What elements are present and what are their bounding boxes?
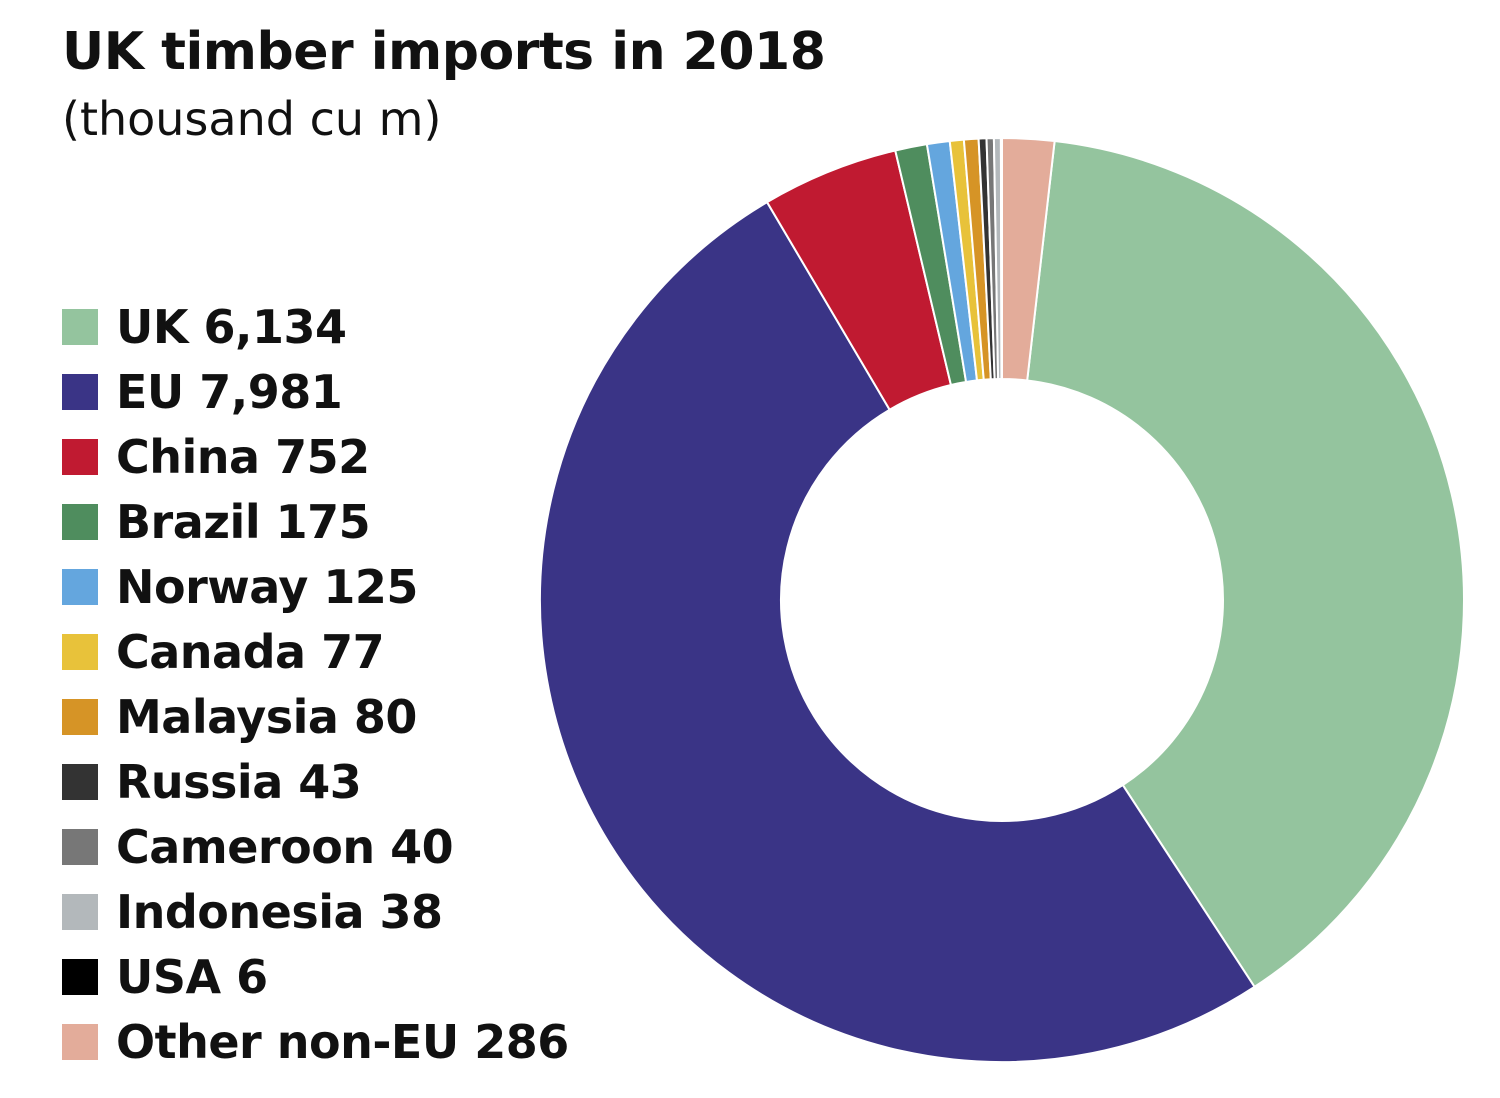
legend-swatch (62, 893, 98, 930)
legend-item: Cameroon 40 (62, 814, 569, 879)
legend-label: China 752 (116, 429, 370, 484)
legend-item: Russia 43 (62, 749, 569, 814)
legend-label: Norway 125 (116, 559, 418, 614)
legend-item: Malaysia 80 (62, 684, 569, 749)
legend-swatch (62, 1023, 98, 1060)
legend-label: Russia 43 (116, 754, 362, 809)
legend-swatch (62, 373, 98, 410)
legend-item: EU 7,981 (62, 359, 569, 424)
slice-uk (1026, 139, 1465, 989)
legend-item: USA 6 (62, 944, 569, 1009)
legend-item: Canada 77 (62, 619, 569, 684)
chart-title: UK timber imports in 2018 (62, 22, 826, 82)
chart-subtitle: (thousand cu m) (62, 92, 442, 146)
legend-label: Indonesia 38 (116, 884, 443, 939)
legend-label: Canada 77 (116, 624, 385, 679)
legend-swatch (62, 763, 98, 800)
legend-swatch (62, 503, 98, 540)
legend-label: Brazil 175 (116, 494, 371, 549)
legend-label: EU 7,981 (116, 364, 343, 419)
legend-swatch (62, 828, 98, 865)
legend-item: Other non-EU 286 (62, 1009, 569, 1074)
slice-other-non-eu (1001, 136, 1056, 382)
legend-label: Malaysia 80 (116, 689, 417, 744)
legend-item: UK 6,134 (62, 294, 569, 359)
legend-swatch (62, 958, 98, 995)
legend-swatch (62, 438, 98, 475)
legend-item: Indonesia 38 (62, 879, 569, 944)
legend-label: USA 6 (116, 949, 268, 1004)
slice-eu (538, 200, 1256, 1064)
legend-swatch (62, 633, 98, 670)
legend-swatch (62, 568, 98, 605)
legend-swatch (62, 308, 98, 345)
legend-item: China 752 (62, 424, 569, 489)
legend-item: Norway 125 (62, 554, 569, 619)
legend-label: Cameroon 40 (116, 819, 454, 874)
legend-label: Other non-EU 286 (116, 1014, 569, 1069)
legend: UK 6,134 EU 7,981 China 752 Brazil 175 Norwa… (62, 294, 569, 1074)
legend-swatch (62, 698, 98, 735)
legend-item: Brazil 175 (62, 489, 569, 554)
legend-label: UK 6,134 (116, 299, 347, 354)
